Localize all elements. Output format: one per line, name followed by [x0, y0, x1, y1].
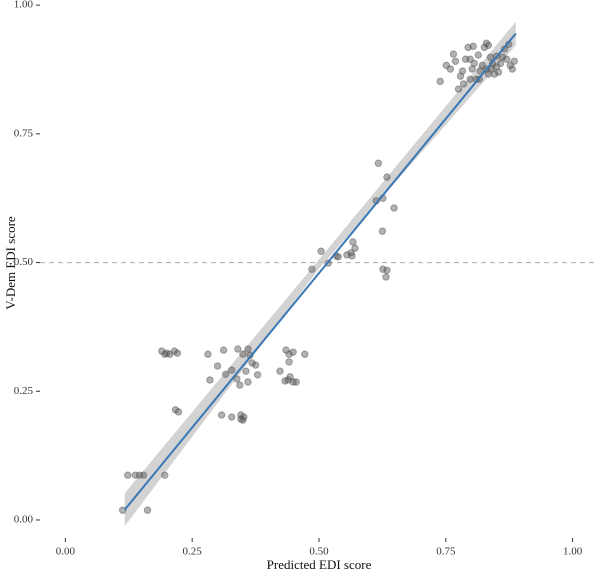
point: [233, 375, 241, 383]
x-tick-label: 0.50: [309, 546, 329, 558]
point: [510, 57, 518, 65]
point: [308, 265, 316, 273]
confidence-band: [124, 21, 516, 527]
point: [221, 370, 230, 378]
point: [228, 413, 236, 421]
point: [124, 471, 132, 479]
point: [436, 77, 444, 86]
point: [348, 252, 356, 260]
point: [466, 75, 474, 83]
point: [480, 43, 489, 52]
point: [244, 378, 252, 386]
point: [292, 378, 300, 386]
point: [496, 59, 505, 68]
point: [484, 41, 493, 50]
point: [446, 65, 455, 73]
point: [174, 408, 183, 416]
point: [289, 348, 297, 356]
point: [253, 371, 262, 379]
point: [451, 57, 460, 65]
x-tick-label: 0.75: [436, 546, 456, 558]
point: [240, 413, 248, 421]
point: [242, 367, 250, 375]
y-tick-label: 0.00: [14, 514, 34, 526]
point: [508, 65, 516, 73]
point: [383, 173, 391, 181]
point: [236, 381, 244, 389]
point: [285, 350, 293, 358]
point: [139, 471, 148, 479]
point: [334, 253, 342, 261]
y-tick-label: 1.00: [14, 0, 34, 11]
point: [454, 85, 463, 93]
point: [234, 345, 242, 353]
point: [390, 204, 398, 212]
point: [173, 349, 182, 357]
point: [118, 506, 127, 514]
point: [351, 244, 359, 252]
point: [248, 359, 256, 367]
fit-line: [123, 32, 517, 511]
point: [486, 53, 495, 61]
point: [204, 350, 212, 358]
point: [378, 227, 387, 235]
point: [239, 350, 247, 358]
point: [494, 68, 503, 76]
point: [244, 345, 252, 353]
y-tick-label: 0.75: [14, 127, 34, 139]
point: [470, 59, 478, 68]
point: [487, 65, 496, 73]
y-tick-label: 0.25: [14, 385, 34, 397]
x-tick-label: 1.00: [563, 546, 583, 558]
x-tick-label: 0.25: [183, 546, 203, 558]
point: [469, 42, 477, 51]
x-tick-label: 0.00: [56, 546, 76, 558]
point: [382, 273, 390, 281]
point: [474, 51, 482, 59]
x-axis-title: Predicted EDI score: [267, 557, 372, 572]
point: [317, 247, 325, 255]
point: [459, 80, 468, 88]
point: [285, 358, 293, 366]
point: [276, 367, 284, 375]
point: [374, 159, 383, 167]
point: [301, 350, 309, 358]
y-tick-label: 0.50: [14, 256, 34, 268]
point: [286, 373, 294, 381]
point: [251, 361, 260, 369]
point: [281, 377, 289, 385]
point: [383, 266, 391, 274]
point: [219, 346, 228, 354]
point: [458, 67, 467, 75]
point: [206, 376, 214, 384]
point: [161, 471, 169, 479]
point: [349, 238, 357, 246]
point: [228, 366, 236, 374]
point: [449, 50, 458, 58]
point: [213, 362, 222, 370]
point: [161, 350, 169, 358]
point: [143, 506, 152, 514]
point: [502, 55, 511, 63]
point: [217, 411, 226, 419]
y-axis-title: V-Dem EDI score: [3, 216, 18, 310]
